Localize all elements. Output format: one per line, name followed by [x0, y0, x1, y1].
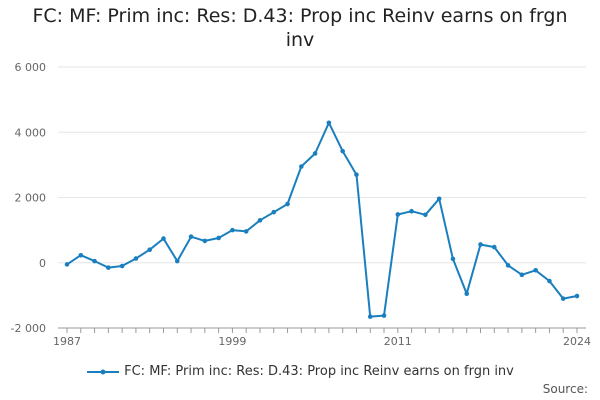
y-tick-label: 6 000	[15, 61, 47, 74]
data-point	[409, 208, 414, 214]
data-point	[560, 296, 566, 301]
data-point	[299, 164, 304, 169]
chart-title-line1: FC: MF: Prim inc: Res: D.43: Prop inc Re…	[32, 5, 568, 27]
y-tick-label: 4 000	[15, 126, 47, 139]
data-point	[478, 242, 483, 247]
data-point	[423, 212, 428, 218]
data-point	[230, 227, 235, 233]
data-point	[216, 235, 221, 241]
data-point	[505, 263, 511, 268]
data-point	[574, 293, 580, 299]
series-line	[66, 121, 578, 318]
legend-label: FC: MF: Prim inc: Res: D.43: Prop inc Re…	[124, 364, 514, 379]
chart-title-line2: inv	[285, 29, 315, 51]
series-layer	[64, 120, 580, 319]
data-point	[491, 244, 497, 250]
data-point	[257, 218, 263, 223]
y-tick-label: 2 000	[15, 192, 47, 205]
data-point	[92, 258, 97, 264]
data-point	[354, 172, 359, 177]
data-point	[119, 263, 125, 269]
data-point	[243, 229, 249, 234]
data-point	[312, 151, 318, 156]
x-tick-label: 1987	[53, 335, 81, 348]
data-point	[271, 209, 277, 215]
source-label: Source:	[542, 382, 588, 396]
data-point	[464, 291, 470, 297]
data-point	[547, 278, 552, 284]
y-tick-label: -2 000	[11, 322, 46, 335]
data-point	[285, 201, 290, 207]
axes: -2 000 0 2 000 4 000 6 000 1987 1999 2011 2024	[11, 61, 591, 348]
x-tick-label: 2011	[384, 335, 412, 348]
data-point	[519, 272, 525, 278]
data-point	[161, 236, 166, 241]
x-tick-label: 2024	[563, 335, 591, 348]
legend: FC: MF: Prim inc: Res: D.43: Prop inc Re…	[0, 364, 600, 379]
data-point	[188, 234, 194, 239]
x-tick-label: 1999	[218, 335, 246, 348]
data-point	[133, 256, 139, 261]
data-point	[395, 212, 401, 217]
data-point	[202, 238, 208, 244]
data-point	[436, 196, 442, 202]
data-point	[78, 252, 84, 258]
legend-swatch	[87, 369, 120, 374]
data-point	[64, 262, 70, 267]
data-point	[106, 265, 111, 270]
chart-title: FC: MF: Prim inc: Res: D.43: Prop inc Re…	[0, 4, 600, 52]
y-tick-label: 0	[39, 257, 46, 270]
data-point	[326, 120, 332, 126]
data-point	[381, 313, 387, 318]
data-point	[367, 314, 373, 319]
gridlines	[58, 66, 586, 329]
data-point	[533, 267, 538, 273]
data-point	[450, 256, 456, 262]
data-point	[340, 148, 345, 154]
data-point	[174, 258, 180, 264]
data-point	[147, 247, 153, 252]
